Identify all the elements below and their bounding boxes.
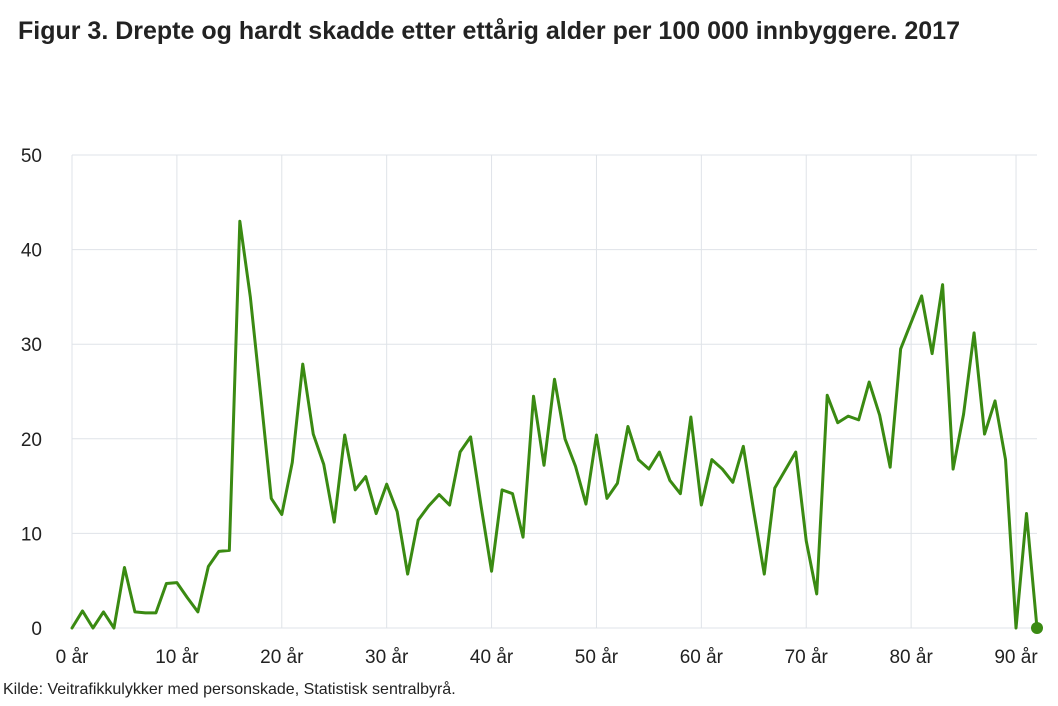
source-note: Kilde: Veitrafikkulykker med personskade… (3, 681, 456, 698)
chart-title: Figur 3. Drepte og hardt skadde etter et… (18, 17, 960, 45)
x-tick-label: 20 år (260, 647, 304, 668)
x-tick-label: 80 år (889, 647, 933, 668)
y-tick-label: 20 (21, 430, 42, 451)
x-tick-label: 90 år (994, 647, 1038, 668)
y-tick-label: 0 (31, 619, 42, 640)
y-tick-label: 30 (21, 335, 42, 356)
y-tick-label: 10 (21, 524, 42, 545)
x-tick-label: 10 år (155, 647, 199, 668)
x-tick-label: 70 år (785, 647, 829, 668)
series-line (70, 219, 1039, 630)
x-tick-label: 60 år (680, 647, 724, 668)
x-axis: 0 år 10 år 20 år 30 år 40 år 50 år 60 år 70 år 8… (56, 647, 1039, 668)
x-tick-label: 40 år (470, 647, 514, 668)
x-tick-label: 0 år (56, 647, 89, 668)
x-tick-label: 50 år (575, 647, 619, 668)
series (70, 219, 1043, 634)
y-axis: 0 10 20 30 40 50 (21, 146, 42, 640)
y-tick-label: 40 (21, 241, 42, 262)
x-tick-label: 30 år (365, 647, 409, 668)
y-tick-label: 50 (21, 146, 42, 167)
data-point-marker[interactable] (1031, 622, 1043, 634)
